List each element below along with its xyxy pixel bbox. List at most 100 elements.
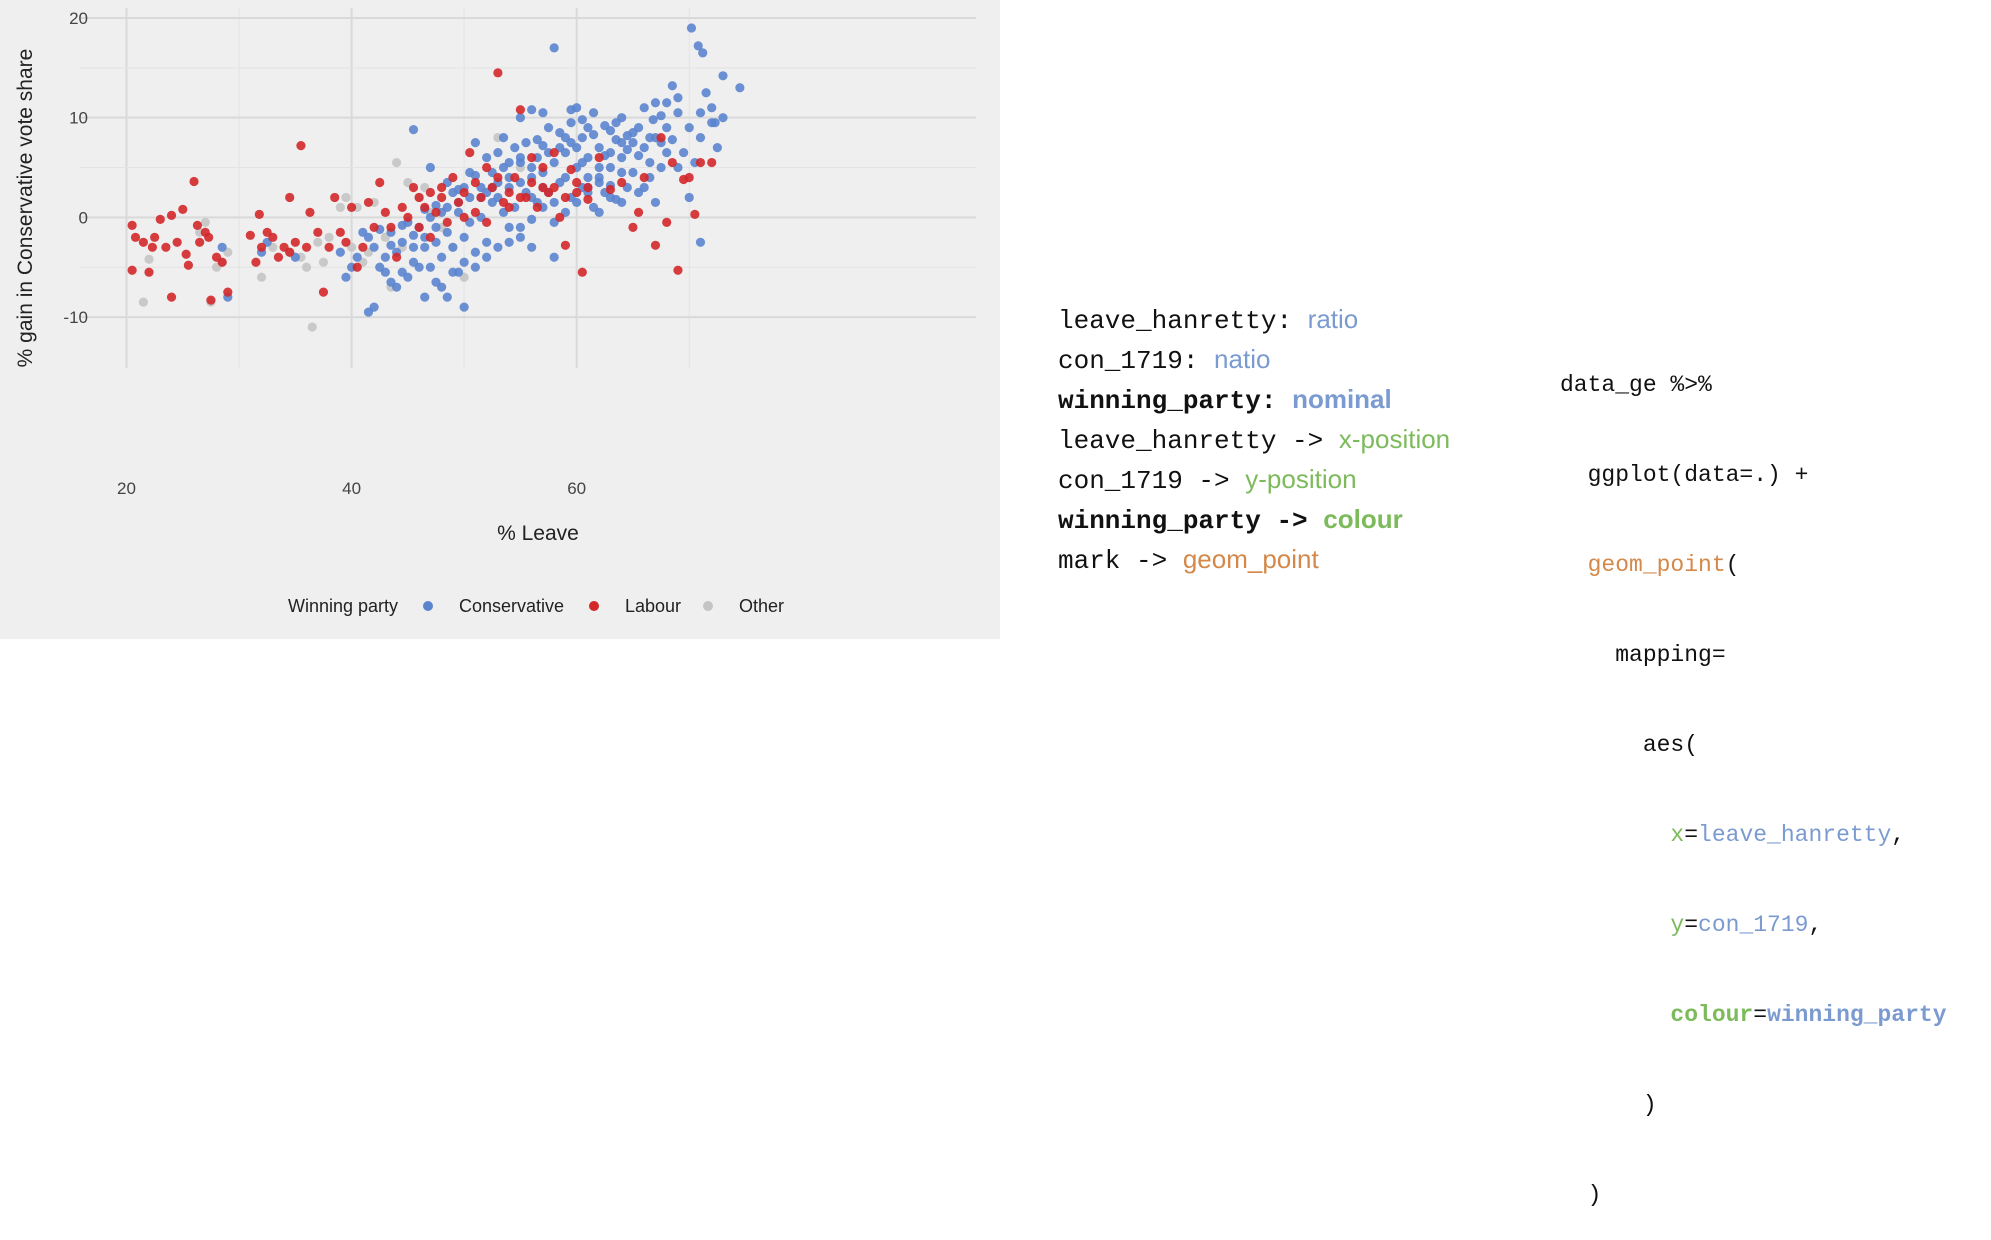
data-point <box>127 265 137 275</box>
data-point <box>245 230 255 240</box>
data-point <box>555 128 565 138</box>
code-key-y: y <box>1670 912 1685 938</box>
data-point <box>639 103 649 113</box>
data-point <box>183 260 194 270</box>
code-line-8: colour=winning_party <box>1560 1000 1946 1030</box>
data-point <box>504 157 514 168</box>
data-point <box>648 115 658 125</box>
encoding-value: geom_point <box>1182 544 1319 574</box>
data-point <box>560 147 571 158</box>
data-point <box>470 262 480 272</box>
data-point <box>301 262 312 272</box>
data-point <box>701 88 711 98</box>
data-point <box>515 113 526 123</box>
data-point <box>566 118 576 128</box>
data-point <box>566 105 576 115</box>
encoding-separator: : <box>1182 346 1215 376</box>
encoding-value: x-position <box>1338 424 1451 454</box>
data-point <box>470 177 480 188</box>
data-point <box>633 150 644 161</box>
data-point <box>335 227 345 237</box>
data-point <box>667 157 677 168</box>
data-point <box>217 257 227 267</box>
code-aes: aes( <box>1642 732 1699 758</box>
code-line-7: y=con_1719, <box>1560 910 1947 940</box>
code-eq: = <box>1753 1002 1768 1028</box>
data-point <box>504 187 514 198</box>
data-point <box>335 202 345 213</box>
data-point <box>707 118 717 128</box>
data-point <box>223 287 233 297</box>
data-point <box>538 108 548 118</box>
data-point <box>425 232 435 242</box>
data-point <box>369 242 379 252</box>
encoding-value: natio <box>1214 344 1271 374</box>
data-point <box>662 98 672 108</box>
data-point <box>420 202 430 213</box>
data-point <box>181 249 191 259</box>
code-val-leave: leave_hanretty <box>1698 822 1892 848</box>
data-point <box>650 240 661 250</box>
data-point <box>560 240 571 250</box>
encoding-variable: con_1719 <box>1058 346 1183 376</box>
data-point <box>527 242 537 252</box>
data-point <box>532 202 542 213</box>
encoding-variable: leave_hanretty <box>1058 306 1277 336</box>
data-point <box>251 257 261 267</box>
data-point <box>527 177 537 188</box>
x-tick-label: 40 <box>342 479 361 498</box>
encoding-line: leave_hanretty: ratio <box>1058 300 1518 340</box>
data-point <box>572 187 582 198</box>
data-point <box>369 222 379 232</box>
data-point <box>622 144 632 155</box>
data-point <box>459 232 469 242</box>
code-eq: = <box>1684 822 1699 848</box>
data-point <box>566 138 576 148</box>
data-point <box>425 262 435 272</box>
encoding-separator: -> <box>1120 546 1183 576</box>
grid-lines <box>80 8 976 368</box>
code-ggplot-call: ggplot(data=.) + <box>1587 462 1809 488</box>
data-point <box>633 207 644 217</box>
data-point <box>527 162 537 173</box>
data-point <box>504 222 514 232</box>
data-point <box>594 172 604 183</box>
data-point <box>482 162 492 173</box>
code-comma: , <box>1891 822 1906 848</box>
encoding-separator: : <box>1276 306 1308 336</box>
data-point <box>189 176 199 187</box>
data-point <box>617 167 627 178</box>
data-point <box>633 187 644 198</box>
data-point <box>527 152 537 163</box>
data-point <box>684 172 694 183</box>
encoding-panel: leave_hanretty: ratio con_1719: natio winn… <box>1058 300 1518 580</box>
data-point <box>254 209 264 219</box>
code-mapping: mapping= <box>1615 642 1726 668</box>
data-point <box>735 83 745 93</box>
data-point <box>341 192 351 203</box>
data-point <box>707 103 717 113</box>
encoding-variable: winning_party <box>1058 386 1261 416</box>
data-point <box>504 202 514 213</box>
legend-swatch <box>589 601 599 611</box>
data-point <box>588 130 599 140</box>
data-point <box>138 297 148 307</box>
data-point <box>482 152 492 163</box>
data-point <box>611 135 621 145</box>
data-point <box>318 287 329 297</box>
data-point <box>515 192 526 203</box>
data-point <box>600 121 610 131</box>
code-indent <box>1560 732 1643 758</box>
data-point <box>695 133 706 143</box>
data-point <box>577 133 587 143</box>
encoding-separator: -> <box>1182 466 1246 496</box>
data-point <box>549 43 559 53</box>
data-point <box>155 214 165 224</box>
data-point <box>256 272 267 282</box>
data-point <box>510 142 520 153</box>
x-tick-label: 60 <box>567 479 586 498</box>
code-line-6: x=leave_hanretty, <box>1560 820 1947 850</box>
data-point <box>285 192 295 203</box>
data-point <box>204 232 214 242</box>
data-point <box>572 177 582 188</box>
